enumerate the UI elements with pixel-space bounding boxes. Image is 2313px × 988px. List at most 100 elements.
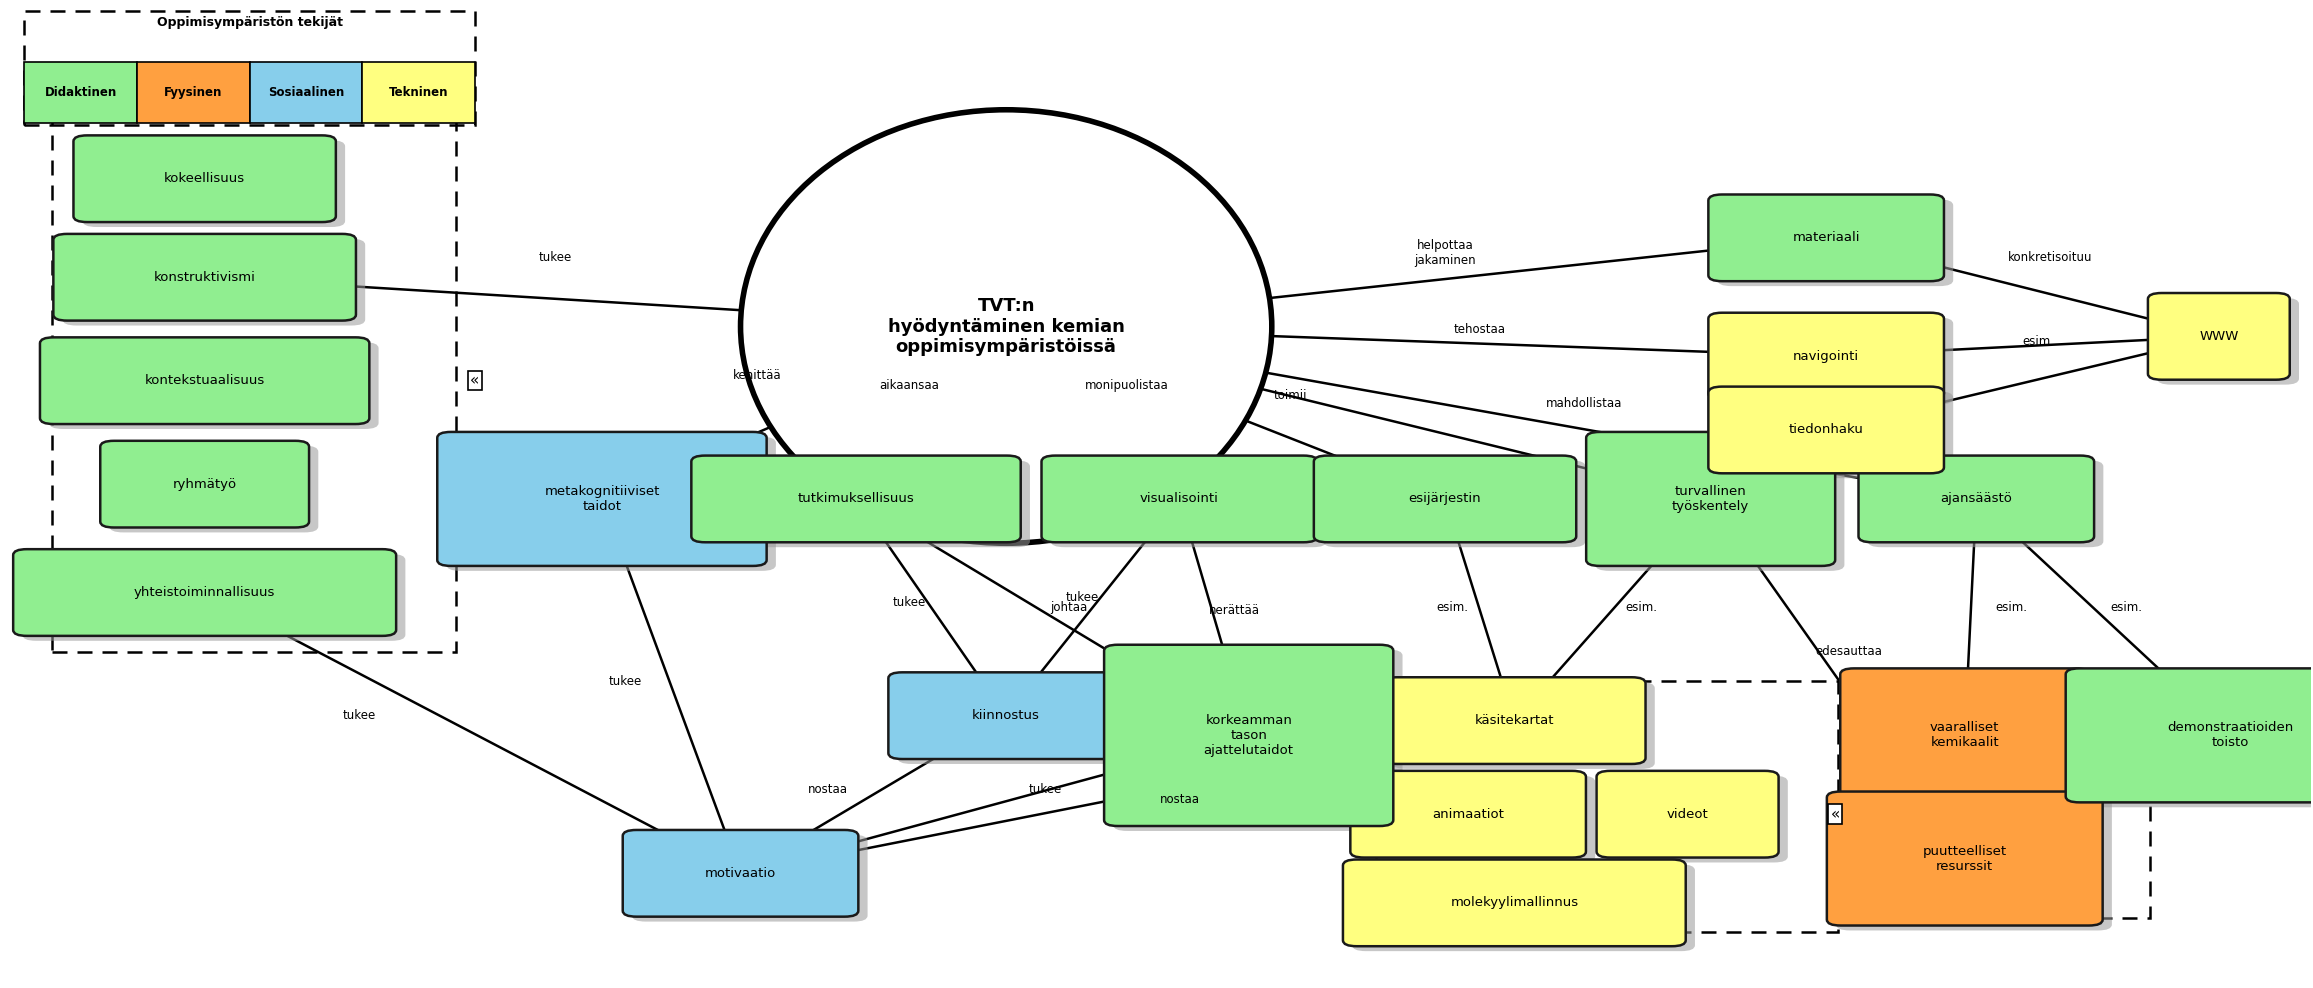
Text: animaatiot: animaatiot [1432, 808, 1503, 821]
FancyBboxPatch shape [39, 337, 370, 424]
FancyBboxPatch shape [1709, 313, 1943, 399]
Text: Oppimisympäristön tekijät: Oppimisympäristön tekijät [157, 16, 342, 30]
Text: Didaktinen: Didaktinen [44, 86, 118, 99]
Text: edesauttaa: edesauttaa [1816, 645, 1883, 658]
Text: herättää: herättää [1210, 604, 1261, 617]
Text: esim.: esim. [1436, 601, 1469, 614]
Text: esim.: esim. [2109, 601, 2142, 614]
Text: konstruktivismi: konstruktivismi [153, 271, 257, 284]
Text: tiedonhaku: tiedonhaku [1788, 424, 1864, 437]
FancyBboxPatch shape [53, 234, 356, 320]
Text: Tekninen: Tekninen [389, 86, 449, 99]
Text: monipuolistaa: monipuolistaa [1085, 379, 1168, 392]
Ellipse shape [740, 110, 1272, 543]
Text: demonstraatioiden
toisto: demonstraatioiden toisto [2167, 721, 2294, 749]
FancyBboxPatch shape [446, 437, 775, 571]
FancyBboxPatch shape [25, 62, 136, 123]
Text: tukee: tukee [1066, 591, 1099, 604]
Text: materiaali: materiaali [1793, 231, 1860, 244]
FancyBboxPatch shape [1841, 669, 2089, 802]
FancyBboxPatch shape [1351, 771, 1587, 858]
FancyBboxPatch shape [1314, 455, 1575, 542]
FancyBboxPatch shape [1719, 318, 1952, 404]
Text: TVT:n
hyödyntäminen kemian
oppimisympäristöissä: TVT:n hyödyntäminen kemian oppimisympäri… [888, 296, 1124, 357]
Text: visualisointi: visualisointi [1140, 492, 1219, 506]
FancyBboxPatch shape [83, 140, 345, 227]
FancyBboxPatch shape [897, 677, 1133, 764]
Text: yhteistoiminnallisuus: yhteistoiminnallisuus [134, 586, 275, 599]
FancyBboxPatch shape [692, 455, 1020, 542]
FancyBboxPatch shape [1103, 645, 1392, 826]
Text: vaaralliset
kemikaalit: vaaralliset kemikaalit [1929, 721, 1998, 749]
FancyBboxPatch shape [74, 135, 335, 222]
FancyBboxPatch shape [1383, 677, 1645, 764]
FancyBboxPatch shape [1353, 864, 1695, 951]
FancyBboxPatch shape [2066, 669, 2313, 802]
FancyBboxPatch shape [1860, 455, 2093, 542]
FancyBboxPatch shape [109, 446, 319, 533]
Text: navigointi: navigointi [1793, 350, 1860, 363]
Text: kiinnostus: kiinnostus [971, 709, 1041, 722]
FancyBboxPatch shape [62, 239, 365, 325]
FancyBboxPatch shape [1709, 195, 1943, 282]
Text: nostaa: nostaa [807, 783, 849, 796]
Text: nostaa: nostaa [1159, 793, 1200, 806]
FancyBboxPatch shape [1850, 673, 2098, 807]
FancyBboxPatch shape [136, 62, 250, 123]
FancyBboxPatch shape [1587, 432, 1834, 566]
Text: tukee: tukee [342, 709, 377, 722]
FancyBboxPatch shape [1113, 650, 1402, 831]
Text: esim.: esim. [1626, 601, 1658, 614]
FancyBboxPatch shape [2075, 673, 2313, 807]
FancyBboxPatch shape [1719, 200, 1952, 287]
Text: videot: videot [1668, 808, 1709, 821]
FancyBboxPatch shape [1605, 776, 1788, 863]
FancyBboxPatch shape [1867, 460, 2103, 547]
Text: kontekstuaalisuus: kontekstuaalisuus [143, 374, 264, 387]
Text: helpottaa
jakaminen: helpottaa jakaminen [1413, 239, 1476, 267]
Text: motivaatio: motivaatio [705, 866, 777, 879]
FancyBboxPatch shape [23, 554, 405, 641]
FancyBboxPatch shape [2158, 298, 2299, 384]
FancyBboxPatch shape [363, 62, 474, 123]
Text: tukee: tukee [539, 251, 571, 264]
Text: kokeellisuus: kokeellisuus [164, 172, 245, 185]
FancyBboxPatch shape [1709, 386, 1943, 473]
FancyBboxPatch shape [631, 835, 867, 922]
Text: mahdollistaa: mahdollistaa [1545, 397, 1621, 410]
FancyBboxPatch shape [1041, 455, 1318, 542]
Text: tehostaa: tehostaa [1453, 323, 1506, 336]
Text: kehittää: kehittää [733, 370, 782, 382]
Text: Fyysinen: Fyysinen [164, 86, 222, 99]
Text: korkeamman
tason
ajattelutaidot: korkeamman tason ajattelutaidot [1203, 714, 1293, 757]
Text: käsitekartat: käsitekartat [1476, 714, 1554, 727]
FancyBboxPatch shape [1596, 437, 1843, 571]
FancyBboxPatch shape [888, 672, 1124, 759]
Text: tutkimuksellisuus: tutkimuksellisuus [798, 492, 914, 506]
Text: tukee: tukee [1029, 783, 1062, 796]
Text: tukee: tukee [608, 675, 641, 688]
Text: esijärjestin: esijärjestin [1409, 492, 1480, 506]
Text: puutteelliset
resurssit: puutteelliset resurssit [1922, 845, 2008, 872]
FancyBboxPatch shape [99, 441, 310, 528]
Text: ryhmätyö: ryhmätyö [173, 477, 236, 491]
FancyBboxPatch shape [701, 460, 1029, 547]
Text: konkretisoituu: konkretisoituu [2008, 251, 2093, 264]
Text: turvallinen
työskentely: turvallinen työskentely [1672, 485, 1749, 513]
Text: metakognitiiviset
taidot: metakognitiiviset taidot [544, 485, 659, 513]
Text: tukee: tukee [893, 596, 925, 609]
FancyBboxPatch shape [622, 830, 858, 917]
FancyBboxPatch shape [1719, 391, 1952, 478]
Text: molekyylimallinnus: molekyylimallinnus [1450, 896, 1577, 909]
FancyBboxPatch shape [1392, 682, 1654, 769]
Text: esim.: esim. [2022, 335, 2054, 348]
Text: WWW: WWW [2200, 330, 2239, 343]
FancyBboxPatch shape [1344, 860, 1686, 947]
FancyBboxPatch shape [250, 62, 363, 123]
Text: «: « [1832, 806, 1841, 822]
Text: Sosiaalinen: Sosiaalinen [268, 86, 345, 99]
Text: aikaansaa: aikaansaa [879, 379, 939, 392]
FancyBboxPatch shape [1323, 460, 1584, 547]
FancyBboxPatch shape [1360, 776, 1596, 863]
Text: «: « [470, 373, 479, 388]
